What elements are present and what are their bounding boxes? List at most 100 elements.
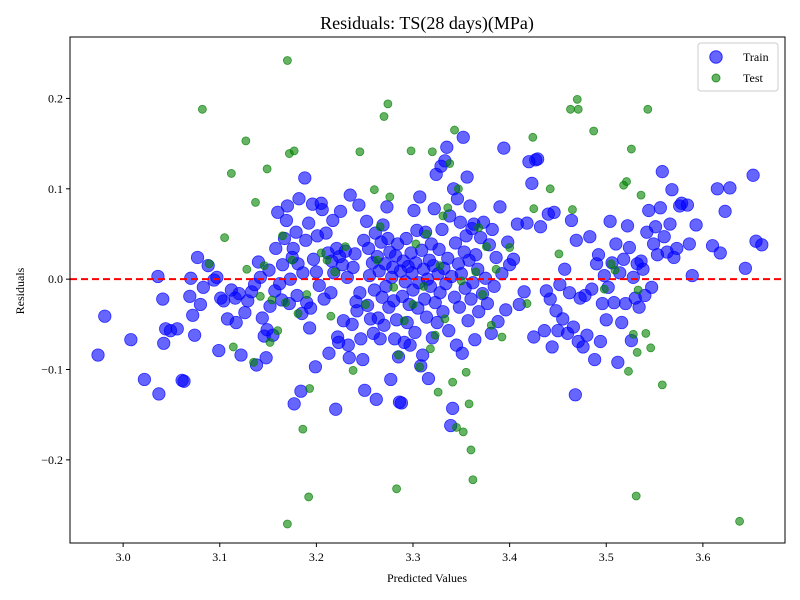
test-point-92 xyxy=(622,177,631,186)
train-point-242 xyxy=(499,303,513,317)
test-point-88 xyxy=(599,284,609,294)
train-point-122 xyxy=(369,392,383,406)
test-point-29 xyxy=(326,311,336,321)
train-point-332 xyxy=(738,261,752,275)
train-point-1 xyxy=(98,309,112,323)
train-point-89 xyxy=(329,402,343,416)
test-point-63 xyxy=(454,184,463,194)
train-point-209 xyxy=(453,215,467,229)
test-point-28 xyxy=(322,255,332,265)
train-point-5 xyxy=(151,269,165,284)
train-point-259 xyxy=(543,292,557,306)
train-point-82 xyxy=(319,226,333,240)
train-point-30 xyxy=(232,287,246,301)
test-point-72 xyxy=(478,290,487,299)
train-point-331 xyxy=(723,181,737,195)
test-point-90 xyxy=(610,265,620,275)
test-point-62 xyxy=(452,422,461,432)
plot-frame xyxy=(69,36,786,544)
train-point-22 xyxy=(210,270,224,284)
train-point-106 xyxy=(350,304,364,318)
test-point-43 xyxy=(394,350,403,360)
train-point-313 xyxy=(653,201,667,215)
train-point-328 xyxy=(710,182,724,196)
train-point-314 xyxy=(655,165,669,179)
test-point-80 xyxy=(529,204,539,214)
train-point-101 xyxy=(343,188,357,202)
train-point-333 xyxy=(746,168,760,182)
train-point-286 xyxy=(599,313,613,327)
train-point-318 xyxy=(665,183,679,197)
test-point-4 xyxy=(228,342,238,352)
y-tick-label: 0.2 xyxy=(48,91,63,105)
train-point-269 xyxy=(564,213,579,228)
legend: Train Test xyxy=(697,42,779,92)
test-point-101 xyxy=(643,104,653,114)
train-point-248 xyxy=(517,285,531,299)
test-point-87 xyxy=(589,126,599,136)
train-point-63 xyxy=(292,192,306,206)
train-point-76 xyxy=(309,265,323,279)
test-point-95 xyxy=(628,329,638,339)
train-point-211 xyxy=(455,346,469,360)
train-point-190 xyxy=(435,222,449,237)
test-point-81 xyxy=(545,184,555,194)
train-point-94 xyxy=(333,204,348,218)
test-point-83 xyxy=(566,104,575,114)
train-point-100 xyxy=(342,351,356,365)
test-point-37 xyxy=(375,222,385,232)
train-point-74 xyxy=(306,252,321,266)
train-point-32 xyxy=(238,305,252,320)
train-point-256 xyxy=(537,324,552,338)
y-tick-label: 0.1 xyxy=(48,182,63,196)
test-point-35 xyxy=(369,185,379,195)
train-point-277 xyxy=(580,328,594,342)
test-point-17 xyxy=(282,56,292,65)
test-point-65 xyxy=(458,427,468,437)
plot-area: 3.0 3.1 3.2 3.3 3.4 3.5 3.6 −0.2 −0.1 0.0 0.1 0.2 Tr… xyxy=(41,36,786,564)
train-point-278 xyxy=(583,230,597,244)
test-point-66 xyxy=(461,367,471,377)
train-point-219 xyxy=(463,199,477,213)
series-test xyxy=(197,56,744,529)
train-point-241 xyxy=(497,141,511,155)
test-point-75 xyxy=(491,264,501,274)
x-tick-label: 3.2 xyxy=(309,550,324,564)
train-point-107 xyxy=(352,198,366,212)
train-point-7 xyxy=(157,336,171,350)
train-point-23 xyxy=(212,343,226,358)
train-point-72 xyxy=(303,301,318,315)
train-point-195 xyxy=(440,140,454,154)
train-point-201 xyxy=(446,401,460,415)
train-point-251 xyxy=(525,176,539,190)
test-point-25 xyxy=(304,492,314,502)
train-point-208 xyxy=(452,300,466,314)
test-point-1 xyxy=(204,259,214,269)
train-point-17 xyxy=(190,250,205,265)
test-point-30 xyxy=(330,267,340,277)
test-point-79 xyxy=(528,132,538,142)
test-point-52 xyxy=(427,147,437,157)
train-point-300 xyxy=(626,270,640,284)
train-point-51 xyxy=(275,258,290,272)
train-point-15 xyxy=(186,308,200,322)
test-point-102 xyxy=(646,343,656,353)
train-point-41 xyxy=(259,351,273,365)
test-point-26 xyxy=(305,384,315,393)
train-point-206 xyxy=(450,192,465,206)
test-point-42 xyxy=(392,484,401,494)
train-point-236 xyxy=(487,279,501,293)
test-point-49 xyxy=(419,281,429,291)
train-point-252 xyxy=(527,330,541,344)
train-point-174 xyxy=(419,310,434,324)
train-point-303 xyxy=(632,300,646,314)
train-point-176 xyxy=(421,371,436,386)
chart-title: Residuals: TS(28 days)(MPa) xyxy=(320,13,534,34)
test-point-89 xyxy=(606,259,616,269)
test-point-84 xyxy=(568,205,577,214)
train-point-70 xyxy=(302,216,316,230)
train-point-85 xyxy=(324,286,338,300)
test-point-69 xyxy=(468,475,478,485)
train-point-224 xyxy=(468,333,482,347)
train-point-220 xyxy=(464,292,478,306)
